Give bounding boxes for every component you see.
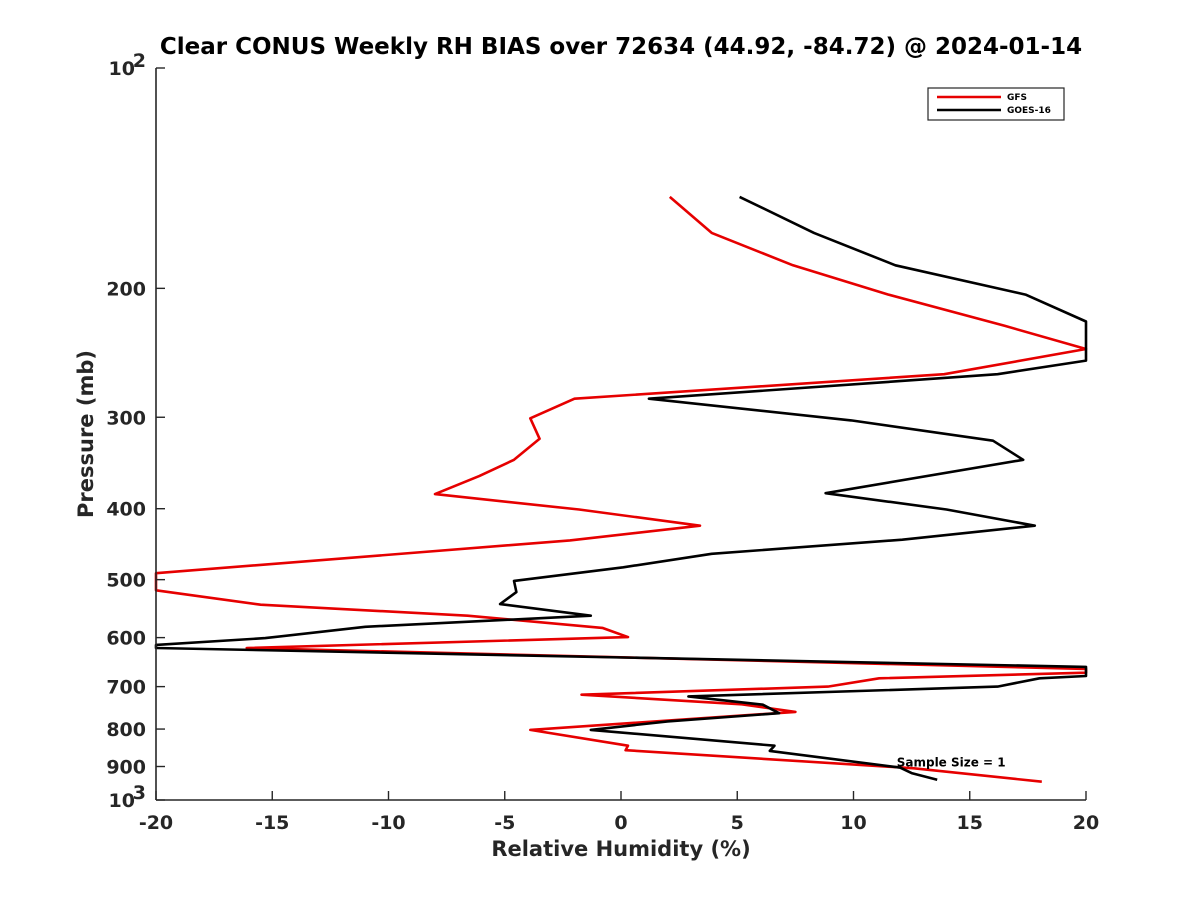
- y-tick-label: 10: [109, 58, 135, 80]
- y-tick-label: 800: [106, 719, 146, 741]
- y-tick-exponent: 2: [133, 50, 146, 72]
- legend-label-gfs: GFS: [1007, 93, 1027, 103]
- y-tick-label: 500: [106, 570, 146, 592]
- y-tick-label: 900: [106, 757, 146, 779]
- x-ticks: -20 -15 -10 -5 0 5 10 15 20: [139, 791, 1099, 834]
- x-axis-label: Relative Humidity (%): [491, 837, 750, 861]
- y-tick-label: 600: [106, 628, 146, 650]
- chart-title: Clear CONUS Weekly RH BIAS over 72634 (4…: [160, 34, 1082, 60]
- x-tick-label: 15: [957, 812, 983, 834]
- x-tick-label: -15: [255, 812, 289, 834]
- series-line-goes16: [154, 195, 1088, 781]
- x-tick-label: -5: [494, 812, 515, 834]
- y-tick-label: 300: [106, 407, 146, 429]
- legend-label-goes16: GOES-16: [1007, 106, 1051, 116]
- x-tick-label: -20: [139, 812, 173, 834]
- x-tick-label: 0: [614, 812, 627, 834]
- legend-box: [927, 87, 1065, 121]
- y-tick-label: 200: [106, 278, 146, 300]
- y-tick-exponent: 3: [133, 782, 146, 804]
- y-tick-label: 700: [106, 677, 146, 699]
- y-tick-label: 400: [106, 499, 146, 521]
- legend: GFS GOES-16: [927, 87, 1065, 121]
- x-tick-label: 20: [1073, 812, 1099, 834]
- y-tick-label: 10: [109, 790, 135, 812]
- x-tick-label: 5: [731, 812, 744, 834]
- x-tick-label: -10: [371, 812, 405, 834]
- y-axis-label: Pressure (mb): [74, 350, 98, 518]
- sample-size-annotation: Sample Size = 1: [897, 756, 1006, 770]
- x-tick-label: 10: [840, 812, 866, 834]
